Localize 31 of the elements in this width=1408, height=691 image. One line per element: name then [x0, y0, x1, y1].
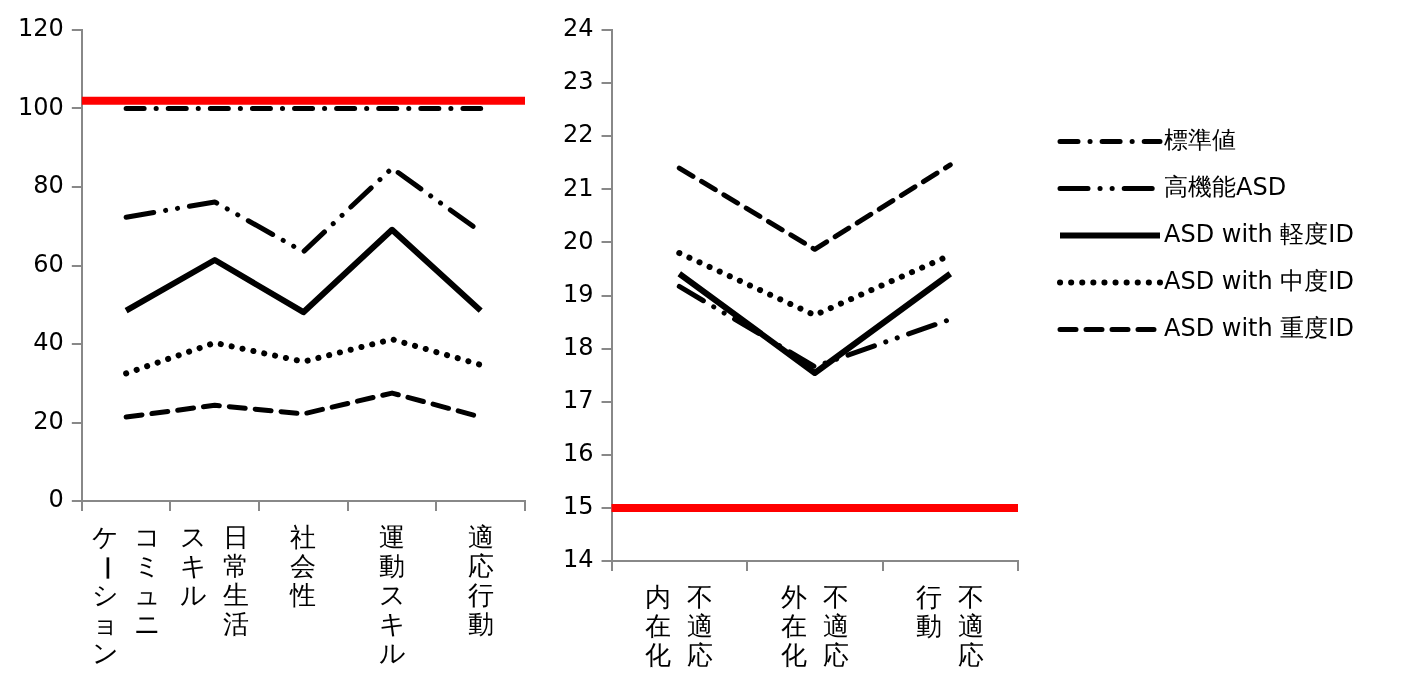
- y-tick-label: 20: [562, 226, 594, 255]
- y-tick-label: 21: [562, 173, 594, 202]
- y-tick-label: 17: [562, 385, 594, 414]
- y-tick-label: 15: [562, 492, 594, 521]
- y-tick-label: 16: [562, 439, 594, 468]
- y-tick-label: 14: [562, 545, 594, 574]
- y-tick-label: 60: [33, 249, 64, 278]
- legend-label: ASD with 重度ID: [1164, 313, 1354, 342]
- category-label: 不適応行動: [916, 581, 985, 670]
- legend-label: ASD with 中度ID: [1164, 266, 1354, 295]
- legend-label: ASD with 軽度ID: [1164, 219, 1354, 248]
- y-tick-label: 20: [33, 406, 64, 435]
- y-tick-label: 24: [562, 14, 594, 43]
- legend-label: 高機能ASD: [1164, 172, 1287, 201]
- x-tick-label: 運動スキル: [378, 521, 406, 668]
- category-label: 日常生活スキル: [180, 521, 249, 639]
- category-label: 不適応外在化: [780, 581, 849, 670]
- y-tick-label: 120: [18, 14, 64, 43]
- x-tick-label: 社会性: [289, 521, 317, 610]
- y-tick-label: 22: [562, 120, 594, 149]
- category-label: 不適応内在化: [645, 581, 714, 670]
- category-label: コミュニケーション: [91, 521, 161, 668]
- y-tick-label: 23: [562, 67, 594, 96]
- y-tick-label: 100: [18, 92, 64, 121]
- y-tick-label: 80: [33, 171, 64, 200]
- x-tick-label: 適応行動: [467, 521, 494, 639]
- y-tick-label: 18: [562, 332, 594, 361]
- y-tick-label: 40: [33, 328, 64, 357]
- y-tick-label: 0: [48, 485, 64, 514]
- y-tick-label: 19: [562, 279, 594, 308]
- legend-label: 標準値: [1164, 125, 1236, 154]
